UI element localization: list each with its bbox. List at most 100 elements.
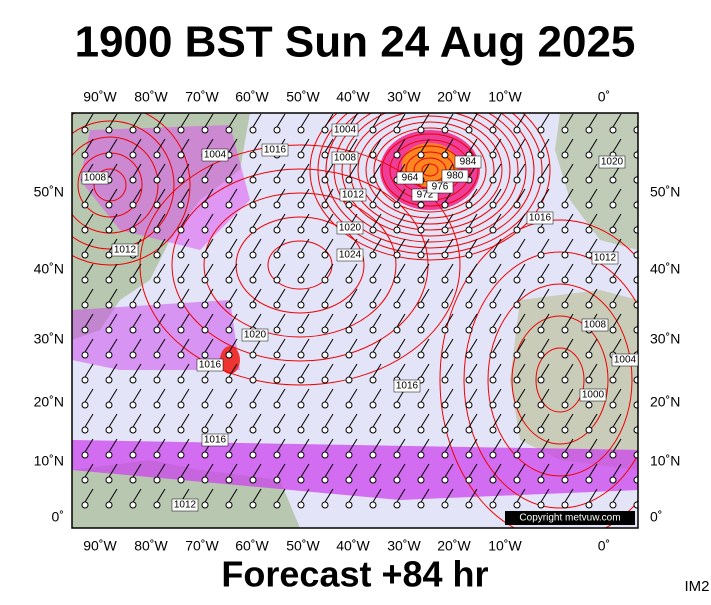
wind-barb (300, 313, 310, 328)
isobar-label: 1000 (582, 390, 605, 401)
wind-station (297, 376, 305, 384)
wind-barb (84, 238, 94, 253)
isobar-label: 1020 (339, 223, 362, 234)
wind-barb (300, 463, 310, 478)
isobar-label-box (241, 328, 269, 342)
wind-barb (108, 313, 118, 328)
wind-barb (348, 288, 358, 303)
wind-barb (156, 188, 166, 203)
wind-station (585, 301, 593, 309)
wind-barb (564, 363, 574, 378)
wind-station (225, 351, 233, 359)
lat-label-left: 0˚ (52, 509, 64, 525)
lon-label-bottom: 10˚W (488, 538, 522, 554)
wind-barb (468, 263, 478, 278)
wind-station (513, 426, 521, 434)
isobar-label-box (339, 188, 367, 202)
wind-barb (132, 113, 142, 128)
wind-station (129, 401, 137, 409)
isobar (72, 120, 175, 250)
wind-station (561, 376, 569, 384)
isobar-label: 1004 (204, 150, 227, 161)
wind-station (561, 176, 569, 184)
wind-barb (588, 163, 598, 178)
wind-station (489, 401, 497, 409)
lon-label-bottom: 50˚W (286, 538, 320, 554)
wind-station (321, 276, 329, 284)
wind-station (201, 426, 209, 434)
wind-station (177, 326, 185, 334)
wind-station (321, 376, 329, 384)
lon-label-top: 10˚W (488, 89, 522, 105)
wind-barb (492, 338, 502, 353)
wind-station (441, 401, 449, 409)
wind-station (369, 426, 377, 434)
wind-station (561, 201, 569, 209)
wind-station (273, 276, 281, 284)
wind-station (369, 326, 377, 334)
wind-station (297, 501, 305, 509)
isobar-label-box (336, 221, 364, 235)
wind-barb (180, 263, 190, 278)
wind-barb (108, 413, 118, 428)
wind-station (129, 451, 137, 459)
wind-barb (132, 188, 142, 203)
wind-station (633, 426, 638, 434)
wind-station (465, 351, 473, 359)
wind-barb (444, 263, 454, 278)
wind-barb (420, 313, 430, 328)
wind-station (249, 426, 257, 434)
wind-station (369, 276, 377, 284)
wind-barb (156, 438, 166, 453)
wind-station (177, 176, 185, 184)
wind-station (129, 201, 137, 209)
wind-station (225, 501, 233, 509)
wind-station (561, 301, 569, 309)
wind-barb (564, 463, 574, 478)
wind-barb (324, 163, 334, 178)
isobar-label: 1016 (204, 435, 227, 446)
wind-barb (204, 188, 214, 203)
wind-station (81, 126, 89, 134)
isobar-label-box (611, 353, 639, 367)
wind-station (441, 251, 449, 259)
wind-station (513, 476, 521, 484)
wind-station (273, 251, 281, 259)
wind-station (297, 251, 305, 259)
isobar-label: 1024 (339, 250, 362, 261)
wind-station (249, 126, 257, 134)
wind-barb (564, 313, 574, 328)
wind-barb (228, 338, 238, 353)
wind-barb (108, 388, 118, 403)
isobar-label: 1016 (199, 360, 222, 371)
isobar-label-box (441, 169, 469, 183)
wind-station (417, 226, 425, 234)
wind-station (609, 501, 617, 509)
wind-station (321, 426, 329, 434)
wind-barb (84, 138, 94, 153)
map-frame (71, 112, 639, 529)
wind-barb (420, 463, 430, 478)
wind-barb (156, 463, 166, 478)
wind-barb (420, 438, 430, 453)
wind-station (513, 351, 521, 359)
wind-station (153, 276, 161, 284)
wind-barb (156, 488, 166, 503)
lon-label-bottom: 60˚W (235, 538, 269, 554)
wind-barb (396, 213, 406, 228)
isobar-label: 1016 (529, 213, 552, 224)
wind-station (609, 301, 617, 309)
wind-barb (516, 138, 526, 153)
wind-station (105, 251, 113, 259)
wind-barb (492, 188, 502, 203)
wind-station (609, 176, 617, 184)
wind-barb (396, 363, 406, 378)
wind-barb (180, 238, 190, 253)
wind-station (249, 476, 257, 484)
wind-barb (228, 288, 238, 303)
wind-station (633, 226, 638, 234)
wind-barb (84, 213, 94, 228)
wind-station (321, 451, 329, 459)
wind-barb (516, 188, 526, 203)
wind-station (465, 301, 473, 309)
